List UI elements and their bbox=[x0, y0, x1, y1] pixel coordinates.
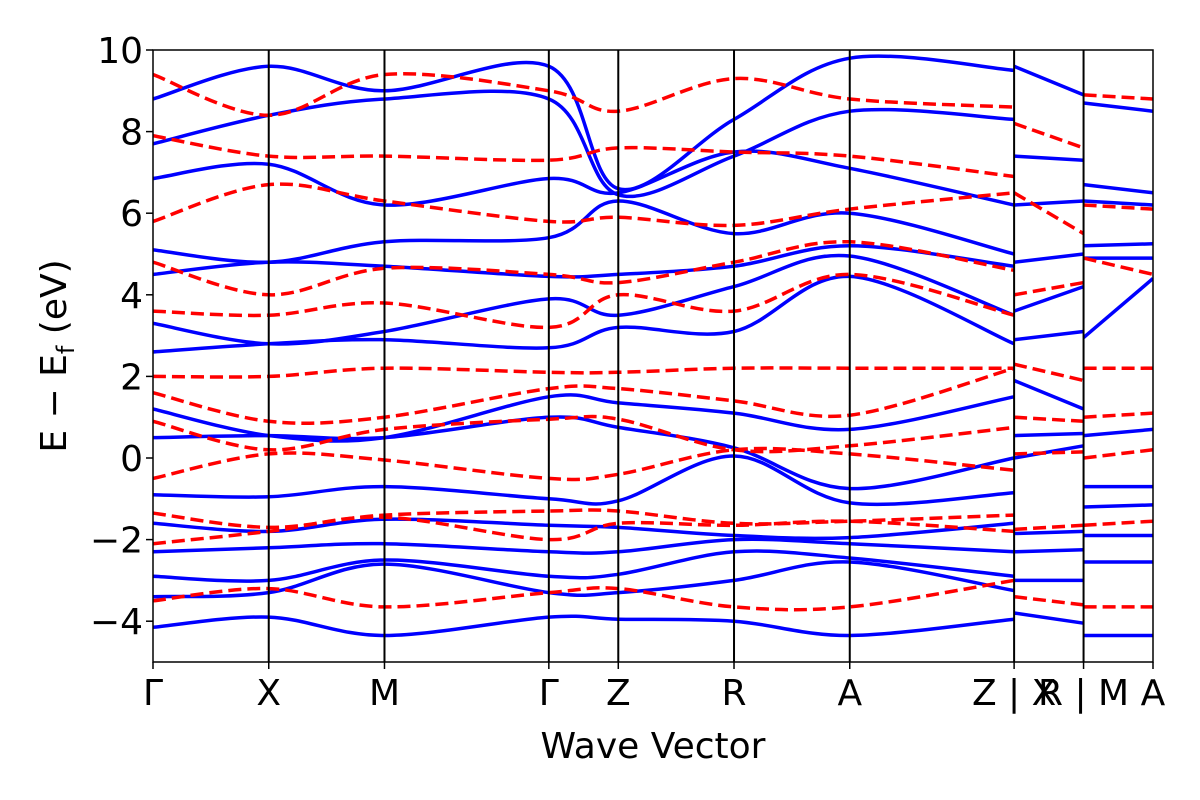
kpoint-label: A bbox=[1141, 673, 1166, 714]
kpoint-label: Γ bbox=[539, 673, 559, 714]
dashed-band-line bbox=[153, 72, 1015, 118]
solid-band-line bbox=[1083, 101, 1153, 113]
solid-band-line bbox=[1083, 242, 1153, 248]
y-tick-label: −4 bbox=[90, 602, 143, 643]
solid-band-line bbox=[1083, 427, 1153, 438]
y-tick-label: 10 bbox=[97, 31, 143, 72]
dashed-band-line bbox=[1083, 519, 1153, 528]
dashed-band-line bbox=[1083, 93, 1153, 101]
dashed-band-line bbox=[1083, 411, 1153, 419]
x-axis-label: Wave Vector bbox=[541, 726, 766, 767]
solid-band-line bbox=[153, 274, 1015, 354]
solid-band-line bbox=[1013, 64, 1085, 97]
solid-band-line bbox=[1013, 329, 1084, 342]
dashed-band-line bbox=[1083, 256, 1153, 277]
y-axis-label-subscript: f bbox=[52, 345, 80, 354]
solid-band-line bbox=[153, 454, 1015, 507]
y-tick-label: 4 bbox=[120, 276, 143, 317]
dashed-band-line bbox=[1083, 448, 1153, 460]
dashed-band-line bbox=[153, 414, 1015, 454]
y-tick-label: 8 bbox=[120, 113, 143, 154]
dashed-band-line bbox=[153, 272, 1015, 330]
solid-band-line bbox=[1013, 154, 1084, 162]
dashed-band-line bbox=[1013, 280, 1084, 297]
solid-band-line bbox=[153, 614, 1015, 638]
y-tick-label: −2 bbox=[90, 521, 143, 562]
y-tick-label: 2 bbox=[120, 357, 143, 398]
dashed-band-line bbox=[153, 366, 1015, 379]
solid-band-line bbox=[1013, 199, 1084, 207]
solid-band-line bbox=[1013, 611, 1084, 625]
dashed-band-line bbox=[1013, 362, 1084, 383]
solid-band-line bbox=[1014, 529, 1084, 536]
solid-band-line bbox=[153, 517, 1015, 541]
solid-band-line bbox=[153, 89, 1015, 199]
dashed-band-line bbox=[153, 515, 1015, 546]
dashed-band-line bbox=[1014, 450, 1084, 456]
kpoint-separator-lines bbox=[267, 50, 1085, 662]
solid-band-line bbox=[1082, 277, 1153, 339]
solid-bands-layer bbox=[153, 54, 1153, 638]
kpoint-label: Γ bbox=[143, 673, 163, 714]
dashed-band-line bbox=[1083, 203, 1153, 211]
kpoint-label: M bbox=[369, 673, 400, 714]
solid-band-line bbox=[1013, 252, 1084, 264]
solid-band-line bbox=[153, 149, 1015, 207]
x-axis-ticks: Γ X M Γ Z R A Z | XR | M A bbox=[143, 662, 1166, 714]
solid-band-line bbox=[1083, 503, 1153, 509]
dashed-band-line bbox=[1013, 523, 1084, 532]
solid-band-line bbox=[1014, 548, 1084, 554]
kpoint-label: Z | X bbox=[972, 673, 1056, 714]
dashed-band-line bbox=[153, 446, 1015, 482]
kpoint-label: X bbox=[256, 673, 281, 714]
dashed-band-line bbox=[1013, 191, 1085, 236]
solid-band-line bbox=[1083, 182, 1153, 195]
y-tick-label: 6 bbox=[120, 194, 143, 235]
solid-band-line bbox=[153, 415, 1015, 491]
y-axis-label: E − Ef (eV) bbox=[34, 259, 80, 452]
kpoint-label: A bbox=[837, 673, 862, 714]
y-tick-label: 0 bbox=[120, 439, 143, 480]
solid-band-line bbox=[1083, 199, 1153, 207]
solid-band-line bbox=[153, 199, 1015, 265]
solid-band-line bbox=[1013, 284, 1085, 313]
dashed-band-line bbox=[1013, 594, 1084, 607]
dashed-band-line bbox=[1013, 121, 1085, 150]
kpoint-label: R bbox=[722, 673, 747, 714]
plot-frame bbox=[152, 49, 1154, 663]
solid-band-line bbox=[1014, 431, 1084, 438]
y-axis-label-main: E − E bbox=[34, 354, 75, 453]
solid-band-line bbox=[1013, 378, 1085, 411]
kpoint-label: R | M bbox=[1038, 673, 1129, 714]
y-axis-ticks: −4 −2 0 2 4 6 8 10 bbox=[90, 31, 153, 643]
dashed-band-line bbox=[1013, 415, 1084, 424]
solid-band-line bbox=[153, 537, 1015, 555]
solid-band-line bbox=[153, 253, 1015, 346]
solid-band-line bbox=[1013, 444, 1084, 460]
kpoint-label: Z bbox=[606, 673, 631, 714]
y-axis-label-unit: (eV) bbox=[34, 259, 75, 345]
solid-band-line bbox=[153, 54, 1015, 192]
